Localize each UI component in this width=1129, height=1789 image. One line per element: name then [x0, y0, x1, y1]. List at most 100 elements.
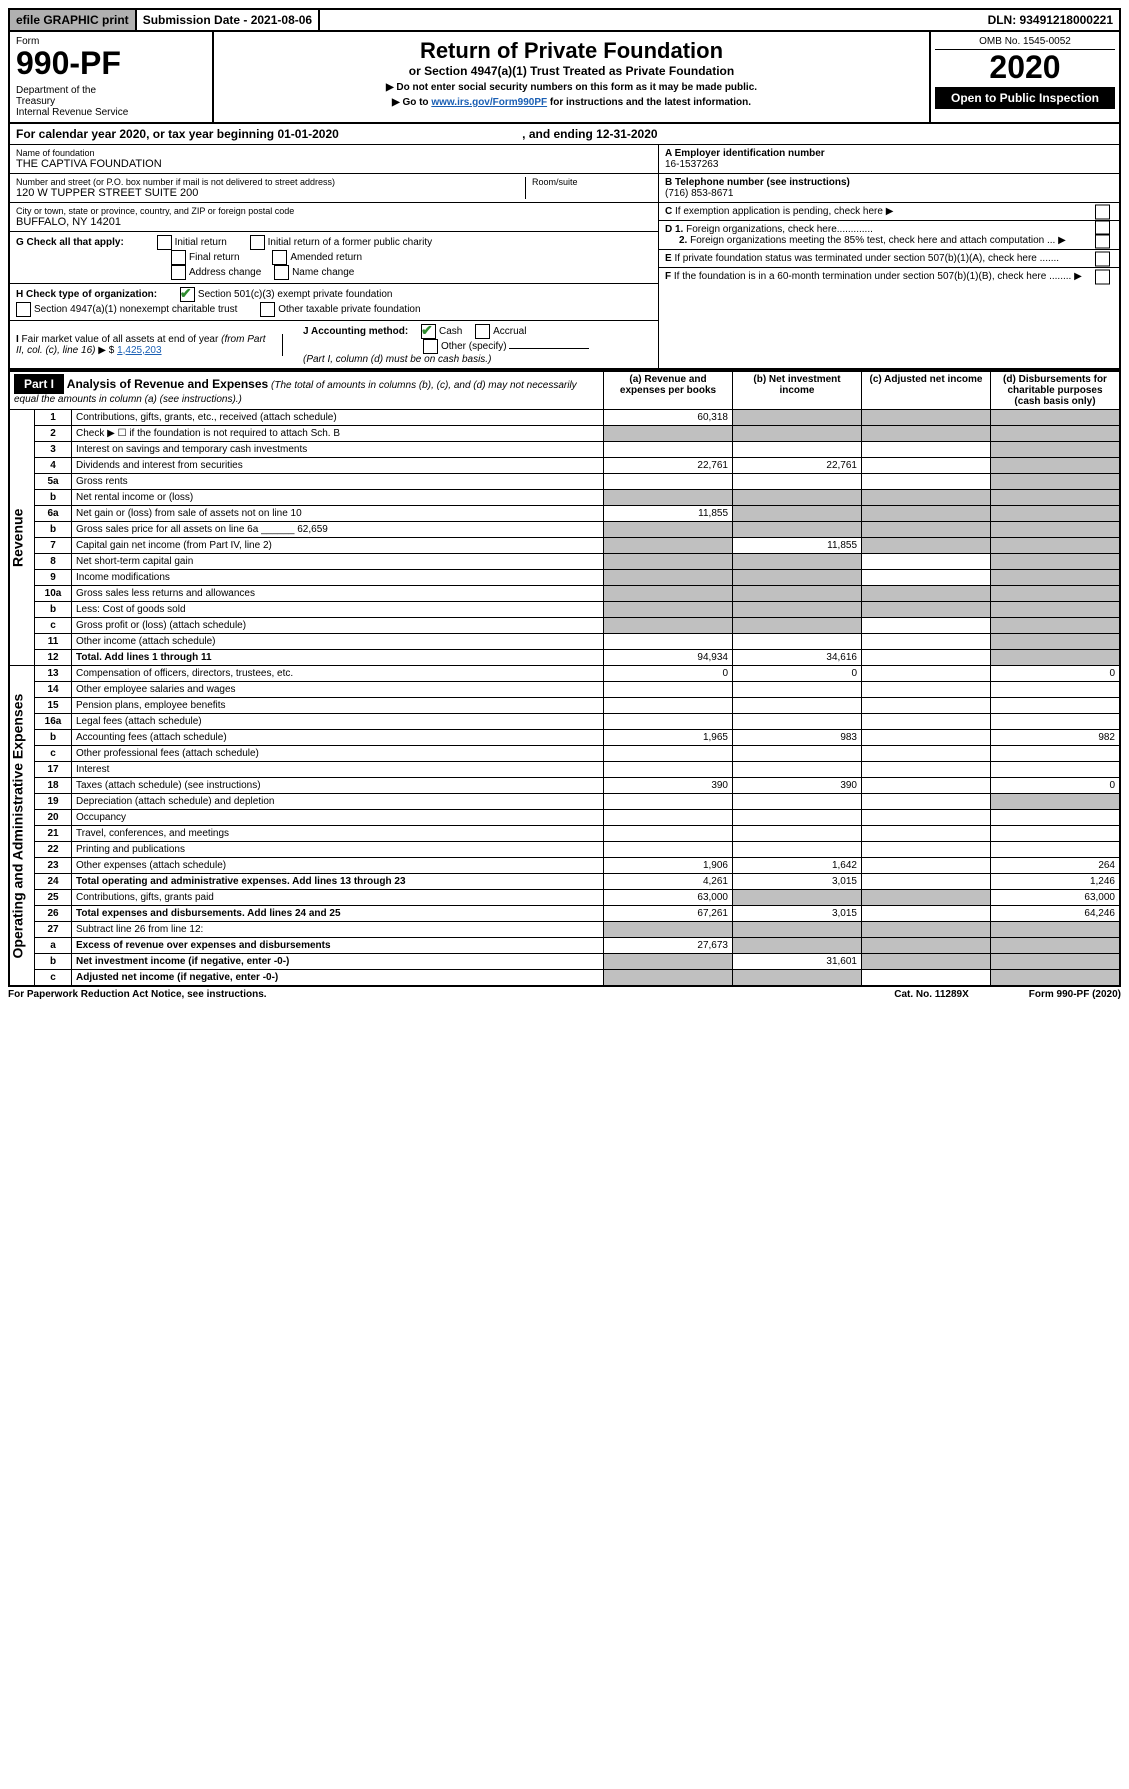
line-number: 14: [35, 682, 72, 698]
line-description: Capital gain net income (from Part IV, l…: [72, 538, 604, 554]
e-cell: E If private foundation status was termi…: [659, 250, 1119, 268]
cell-a: [604, 474, 733, 490]
line-description: Other expenses (attach schedule): [72, 858, 604, 874]
cell-c: [862, 954, 991, 970]
table-row: cAdjusted net income (if negative, enter…: [9, 970, 1120, 987]
footer: For Paperwork Reduction Act Notice, see …: [8, 989, 1121, 1000]
line-description: Income modifications: [72, 570, 604, 586]
cell-d: [991, 618, 1121, 634]
h-501c3-chk[interactable]: [180, 287, 195, 302]
cell-b: 31,601: [733, 954, 862, 970]
cell-b: [733, 762, 862, 778]
f-chk[interactable]: [1095, 269, 1110, 284]
cell-b: 34,616: [733, 650, 862, 666]
table-row: 15Pension plans, employee benefits: [9, 698, 1120, 714]
cell-a: [604, 618, 733, 634]
cell-b: [733, 586, 862, 602]
table-row: 5aGross rents: [9, 474, 1120, 490]
table-row: bNet investment income (if negative, ent…: [9, 954, 1120, 970]
g-address-change-chk[interactable]: [171, 265, 186, 280]
cell-c: [862, 682, 991, 698]
table-row: 2Check ▶ ☐ if the foundation is not requ…: [9, 426, 1120, 442]
foundation-name: THE CAPTIVA FOUNDATION: [16, 158, 652, 170]
line-number: 15: [35, 698, 72, 714]
cell-a: [604, 826, 733, 842]
line-number: 26: [35, 906, 72, 922]
g-check-cell: G Check all that apply: Initial return I…: [10, 232, 658, 284]
i-j-cell: I Fair market value of all assets at end…: [10, 321, 658, 368]
cell-b: [733, 826, 862, 842]
line-description: Other professional fees (attach schedule…: [72, 746, 604, 762]
g-amended-chk[interactable]: [272, 250, 287, 265]
form-number-block: Form 990-PF Department of theTreasuryInt…: [10, 32, 214, 122]
cell-c: [862, 506, 991, 522]
cell-c: [862, 826, 991, 842]
line-description: Other income (attach schedule): [72, 634, 604, 650]
table-row: 20Occupancy: [9, 810, 1120, 826]
line-number: 22: [35, 842, 72, 858]
line-number: c: [35, 618, 72, 634]
cell-c: [862, 602, 991, 618]
line-description: Total expenses and disbursements. Add li…: [72, 906, 604, 922]
g-initial-return-chk[interactable]: [157, 235, 172, 250]
line-number: 20: [35, 810, 72, 826]
cell-a: 1,906: [604, 858, 733, 874]
cell-d: [991, 938, 1121, 954]
table-row: 26Total expenses and disbursements. Add …: [9, 906, 1120, 922]
j-other-chk[interactable]: [423, 339, 438, 354]
e-chk[interactable]: [1095, 251, 1110, 266]
table-row: 11Other income (attach schedule): [9, 634, 1120, 650]
line-number: b: [35, 490, 72, 506]
cell-b: 1,642: [733, 858, 862, 874]
col-d-header: (d) Disbursements for charitable purpose…: [991, 371, 1121, 410]
irs-link[interactable]: www.irs.gov/Form990PF: [431, 97, 547, 108]
table-row: 9Income modifications: [9, 570, 1120, 586]
line-number: 16a: [35, 714, 72, 730]
line-description: Accounting fees (attach schedule): [72, 730, 604, 746]
cell-d: [991, 586, 1121, 602]
table-row: cOther professional fees (attach schedul…: [9, 746, 1120, 762]
cell-c: [862, 842, 991, 858]
cell-b: 983: [733, 730, 862, 746]
info-left: Name of foundation THE CAPTIVA FOUNDATIO…: [10, 145, 658, 368]
phone-cell: B Telephone number (see instructions) (7…: [659, 174, 1119, 203]
j-accrual-chk[interactable]: [475, 324, 490, 339]
cell-c: [862, 810, 991, 826]
line-description: Gross profit or (loss) (attach schedule): [72, 618, 604, 634]
cell-b: 390: [733, 778, 862, 794]
g-name-change-chk[interactable]: [274, 265, 289, 280]
line-description: Contributions, gifts, grants, etc., rece…: [72, 410, 604, 426]
c-chk[interactable]: [1095, 204, 1110, 219]
revenue-side-label: Revenue: [9, 410, 35, 666]
g-final-return-chk[interactable]: [171, 250, 186, 265]
part1-label: Part I: [14, 374, 64, 394]
h-4947-chk[interactable]: [16, 302, 31, 317]
fmv-link[interactable]: 1,425,203: [117, 345, 162, 356]
cell-c: [862, 570, 991, 586]
line-number: 1: [35, 410, 72, 426]
d2-chk[interactable]: [1095, 233, 1110, 248]
cell-b: 22,761: [733, 458, 862, 474]
cell-a: [604, 522, 733, 538]
cell-b: [733, 890, 862, 906]
line-description: Total operating and administrative expen…: [72, 874, 604, 890]
cell-b: [733, 426, 862, 442]
table-row: 27Subtract line 26 from line 12:: [9, 922, 1120, 938]
line-number: b: [35, 954, 72, 970]
cell-d: [991, 506, 1121, 522]
cell-a: 4,261: [604, 874, 733, 890]
g-initial-former-chk[interactable]: [250, 235, 265, 250]
cell-c: [862, 554, 991, 570]
cell-c: [862, 474, 991, 490]
cell-a: 11,855: [604, 506, 733, 522]
line-number: 6a: [35, 506, 72, 522]
line-description: Less: Cost of goods sold: [72, 602, 604, 618]
h-other-taxable-chk[interactable]: [260, 302, 275, 317]
cell-a: [604, 426, 733, 442]
cell-b: [733, 842, 862, 858]
cell-d: [991, 426, 1121, 442]
line-number: 25: [35, 890, 72, 906]
j-cash-chk[interactable]: [421, 324, 436, 339]
department: Department of theTreasuryInternal Revenu…: [16, 85, 206, 118]
line-description: Travel, conferences, and meetings: [72, 826, 604, 842]
